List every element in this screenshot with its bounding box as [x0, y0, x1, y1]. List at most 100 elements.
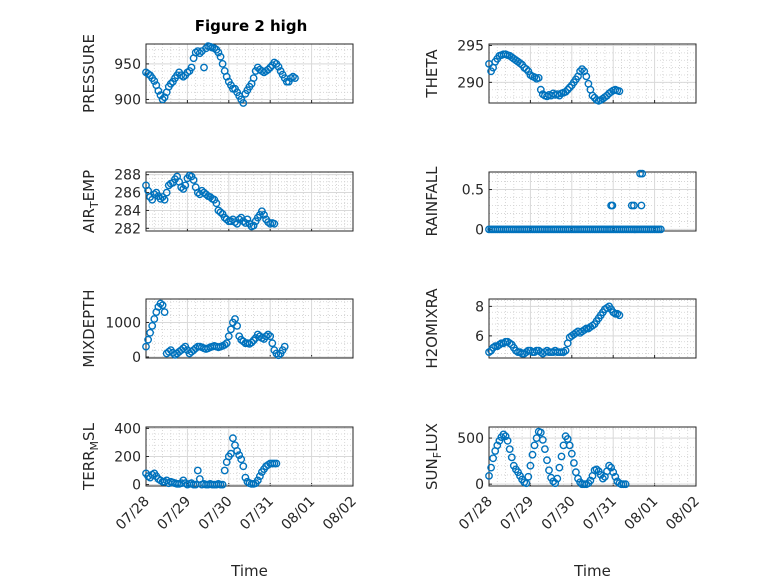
subplot-pressure: 900 950 PRESSURE: [80, 34, 354, 113]
data-point: [505, 445, 514, 453]
x-tick-label: 08/02: [320, 494, 360, 534]
data-point: [553, 474, 562, 483]
data-point: [218, 480, 227, 489]
data-point: [181, 181, 190, 190]
data-point: [551, 479, 560, 488]
data-point: [249, 221, 258, 230]
data-point: [543, 456, 551, 465]
data-point: [160, 195, 169, 204]
data-point: [609, 468, 618, 477]
data-point: [164, 347, 173, 356]
x-tick-label: 07/30: [196, 494, 236, 534]
x-tick-label: 08/01: [622, 494, 662, 534]
y-axis-label: PRESSURE: [80, 34, 98, 113]
data-point: [226, 217, 235, 226]
data-point: [555, 463, 564, 472]
subplot-rainfall: 0 0.5 RAINFALL: [423, 166, 697, 238]
data-point: [255, 472, 264, 481]
y-tick-label: 200: [114, 450, 141, 466]
y-tick-label: 0: [132, 478, 141, 494]
data-point: [146, 328, 155, 337]
data-point: [222, 339, 231, 348]
data-point: [150, 315, 159, 323]
x-tick-label: 08/02: [663, 494, 703, 534]
axes-frame: [488, 298, 697, 359]
data-point: [534, 74, 543, 82]
data-point: [274, 62, 283, 71]
data-point: [501, 432, 510, 441]
data-point: [160, 308, 169, 316]
data-point: [274, 351, 283, 360]
data-point: [656, 225, 665, 234]
data-point: [177, 183, 186, 192]
data-point: [154, 87, 163, 95]
data-point: [187, 63, 196, 72]
data-point: [557, 452, 566, 461]
data-point: [630, 201, 638, 210]
data-point: [538, 435, 547, 444]
data-point: [218, 60, 227, 68]
y-tick-label: 950: [114, 57, 141, 73]
data-point: [224, 332, 233, 341]
data-point: [563, 85, 572, 94]
data-point: [493, 441, 502, 450]
data-point: [239, 337, 248, 346]
data-point: [247, 338, 256, 347]
data-point: [599, 474, 607, 483]
data-point: [528, 450, 537, 459]
y-tick-label: 282: [114, 221, 141, 237]
data-point: [193, 47, 202, 55]
data-point: [239, 462, 248, 471]
data-point: [158, 301, 167, 310]
data-point: [524, 472, 533, 481]
subplot-terr-msl: 07/28 07/29 07/30 07/31 08/01 08/02 0 200 400 TER…: [80, 421, 360, 580]
data-point: [526, 461, 535, 470]
data-point: [237, 455, 246, 464]
axes-frame: [145, 43, 354, 104]
data-point: [200, 63, 208, 72]
axes-background: [488, 171, 697, 232]
data-point: [249, 74, 258, 83]
data-point: [142, 342, 150, 351]
data-point: [228, 434, 237, 443]
data-point: [621, 480, 630, 489]
data-point: [148, 321, 157, 330]
x-tick-label: 08/01: [279, 494, 319, 534]
data-point: [235, 451, 244, 459]
data-point: [156, 194, 165, 203]
y-tick-label: 286: [114, 186, 141, 202]
data-point: [189, 176, 198, 184]
y-tick-label: 290: [457, 75, 484, 91]
data-point: [264, 65, 272, 74]
data-point: [565, 441, 574, 450]
data-point: [241, 473, 250, 482]
data-point: [266, 63, 275, 72]
x-tick-label: 07/31: [237, 494, 277, 534]
data-point: [212, 199, 221, 208]
y-tick-label: 400: [114, 421, 141, 437]
data-point: [156, 91, 165, 100]
data-point: [260, 210, 268, 219]
data-point: [150, 190, 159, 199]
data-point: [270, 219, 279, 228]
y-tick-label: 0.5: [462, 183, 484, 199]
y-tick-label: 1000: [105, 315, 141, 331]
x-axis-label: Time: [573, 562, 611, 580]
data-point: [582, 72, 591, 81]
subplot-mixdepth: 0 1000 MIXDEPTH: [80, 289, 354, 368]
data-point: [611, 472, 620, 481]
subplot-sun-flux: 07/28 07/29 07/30 07/31 08/01 08/02 0 500 SUNFLU…: [423, 423, 703, 580]
data-point: [216, 52, 225, 61]
data-point: [615, 87, 624, 96]
data-point: [233, 219, 242, 228]
data-point: [162, 188, 171, 197]
data-point: [578, 65, 586, 74]
data-point: [166, 79, 175, 88]
data-point: [485, 471, 493, 480]
data-point: [522, 65, 531, 74]
axes-background: [145, 43, 354, 104]
y-axis-label: MIXDEPTH: [80, 289, 98, 367]
data-point: [530, 441, 539, 450]
